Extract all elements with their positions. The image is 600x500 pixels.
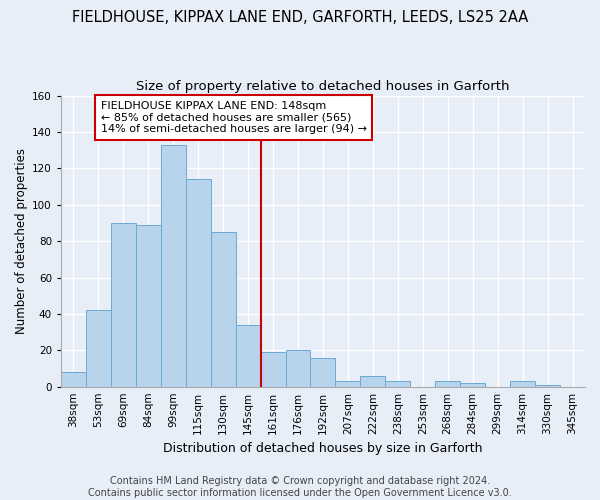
X-axis label: Distribution of detached houses by size in Garforth: Distribution of detached houses by size … bbox=[163, 442, 483, 455]
Bar bbox=[460, 383, 485, 386]
Bar bbox=[61, 372, 86, 386]
Bar bbox=[211, 232, 236, 386]
Text: Contains HM Land Registry data © Crown copyright and database right 2024.
Contai: Contains HM Land Registry data © Crown c… bbox=[88, 476, 512, 498]
Bar bbox=[361, 376, 385, 386]
Bar bbox=[535, 385, 560, 386]
Text: FIELDHOUSE, KIPPAX LANE END, GARFORTH, LEEDS, LS25 2AA: FIELDHOUSE, KIPPAX LANE END, GARFORTH, L… bbox=[72, 10, 528, 25]
Bar bbox=[111, 223, 136, 386]
Bar bbox=[435, 381, 460, 386]
Title: Size of property relative to detached houses in Garforth: Size of property relative to detached ho… bbox=[136, 80, 510, 93]
Bar bbox=[136, 224, 161, 386]
Bar bbox=[510, 381, 535, 386]
Bar bbox=[286, 350, 310, 386]
Bar bbox=[385, 381, 410, 386]
Text: FIELDHOUSE KIPPAX LANE END: 148sqm
← 85% of detached houses are smaller (565)
14: FIELDHOUSE KIPPAX LANE END: 148sqm ← 85%… bbox=[101, 101, 367, 134]
Bar bbox=[186, 180, 211, 386]
Bar bbox=[260, 352, 286, 386]
Bar bbox=[236, 325, 260, 386]
Bar bbox=[310, 358, 335, 386]
Bar bbox=[161, 144, 186, 386]
Bar bbox=[86, 310, 111, 386]
Y-axis label: Number of detached properties: Number of detached properties bbox=[15, 148, 28, 334]
Bar bbox=[335, 381, 361, 386]
